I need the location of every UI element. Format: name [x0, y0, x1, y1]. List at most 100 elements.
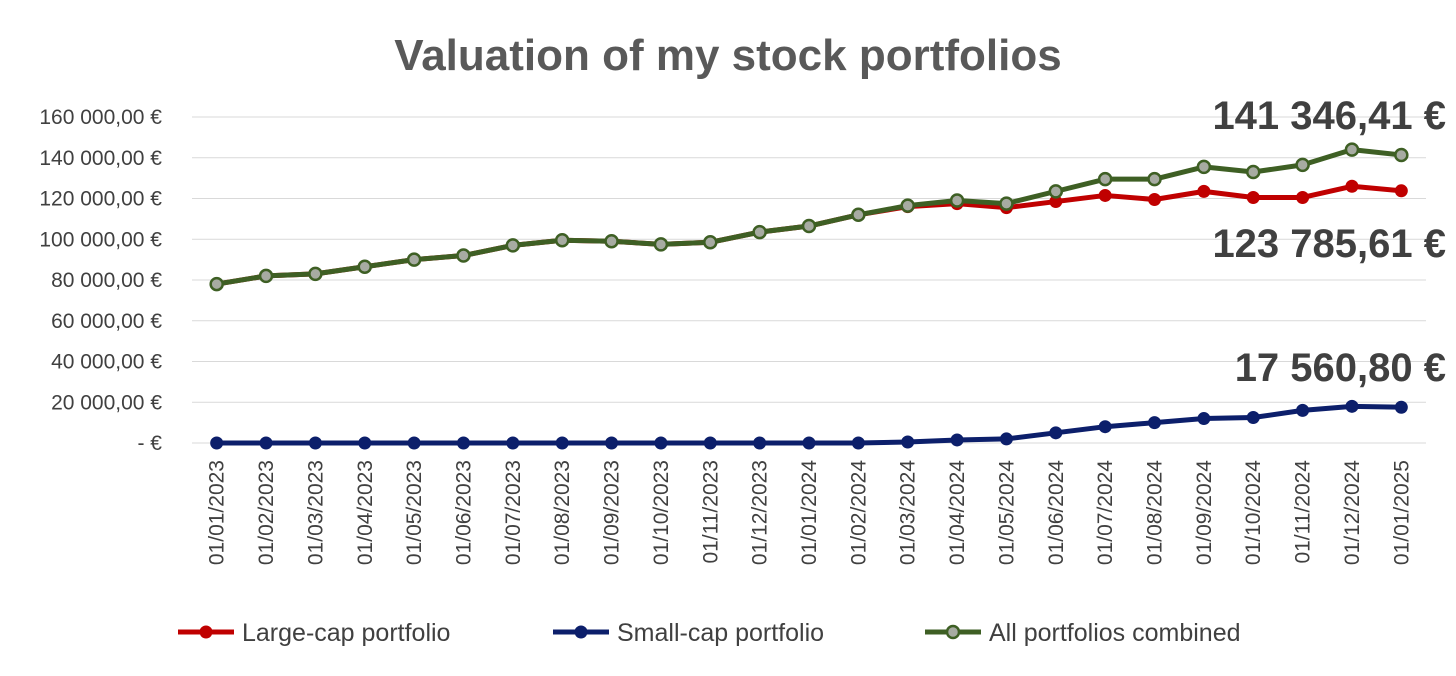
x-tick-label: 01/06/2023: [452, 460, 475, 565]
legend-label: Large-cap portfolio: [242, 619, 450, 647]
data-point: [1147, 171, 1162, 187]
data-point: [259, 436, 273, 450]
annotations: 141 346,41 € 123 785,61 € 17 560,80 €: [1212, 94, 1446, 390]
data-point: [505, 238, 521, 253]
data-point: [1345, 399, 1359, 413]
data-point: [1148, 416, 1162, 430]
data-point: [210, 436, 224, 450]
data-point: [407, 436, 421, 450]
y-tick-label: 20 000,00 €: [51, 391, 162, 414]
value-annotation: 141 346,41 €: [1212, 94, 1446, 138]
data-point: [456, 436, 470, 450]
y-tick-label: 160 000,00 €: [39, 106, 162, 129]
data-point: [1394, 184, 1408, 198]
x-tick-label: 01/03/2023: [304, 460, 327, 565]
data-point: [555, 436, 569, 450]
x-tick-label: 01/09/2023: [601, 460, 624, 565]
legend-label: All portfolios combined: [989, 619, 1241, 647]
data-point: [1197, 184, 1211, 198]
data-point: [1394, 400, 1408, 414]
gridlines: [192, 116, 1426, 444]
data-point: [1344, 142, 1360, 157]
legend-item: Large-cap portfolio: [178, 619, 450, 647]
data-point: [406, 252, 422, 267]
x-tick-label: 01/10/2024: [1242, 460, 1265, 565]
data-point: [308, 266, 323, 282]
data-point: [604, 234, 619, 249]
x-tick-label: 01/01/2024: [798, 460, 821, 565]
x-tick-label: 01/01/2025: [1390, 460, 1413, 565]
data-point: [1246, 190, 1260, 204]
x-tick-label: 01/04/2024: [946, 460, 969, 565]
data-point: [752, 224, 767, 240]
data-point: [456, 248, 471, 263]
data-point: [358, 436, 372, 450]
value-annotation: 17 560,80 €: [1235, 346, 1446, 390]
x-tick-label: 01/11/2024: [1292, 460, 1315, 564]
y-axis-ticks: - € 20 000,00 € 40 000,00 € 60 000,00 € 80 0…: [39, 106, 162, 455]
data-point: [1049, 426, 1063, 440]
x-tick-label: 01/07/2024: [1094, 460, 1117, 565]
chart-title: Valuation of my stock portfolios: [394, 31, 1061, 80]
x-tick-label: 01/02/2024: [847, 460, 870, 565]
data-point: [801, 218, 817, 234]
y-tick-label: 80 000,00 €: [51, 269, 162, 292]
data-point: [1148, 193, 1162, 207]
data-point: [802, 436, 816, 450]
legend: Large-cap portfolio Small-cap portfolio Al…: [178, 619, 1241, 647]
data-point: [1048, 184, 1064, 199]
x-tick-label: 01/10/2023: [650, 460, 673, 565]
data-point: [357, 259, 373, 275]
legend-item: All portfolios combined: [925, 619, 1241, 647]
y-tick-label: 100 000,00 €: [39, 228, 162, 251]
x-tick-label: 01/05/2024: [995, 460, 1018, 565]
data-point: [605, 436, 619, 450]
data-point: [851, 436, 865, 450]
data-point: [999, 196, 1014, 211]
data-point: [950, 433, 964, 447]
data-point: [1098, 420, 1112, 434]
data-point: [1246, 411, 1260, 425]
data-point: [1196, 159, 1212, 175]
data-point: [753, 436, 767, 450]
x-tick-label: 01/07/2023: [502, 460, 525, 565]
x-tick-label: 01/12/2023: [749, 460, 772, 565]
data-point: [1345, 179, 1359, 193]
x-tick-label: 01/06/2024: [1045, 460, 1068, 565]
data-point: [258, 268, 274, 284]
data-point: [901, 435, 915, 449]
data-point: [1296, 403, 1310, 417]
data-point: [1098, 188, 1112, 202]
x-tick-label: 01/02/2023: [255, 460, 278, 565]
data-point: [506, 436, 520, 450]
legend-swatch-marker: [945, 624, 961, 640]
x-tick-label: 01/12/2024: [1341, 460, 1364, 565]
x-tick-label: 01/03/2024: [897, 460, 920, 565]
x-tick-label: 01/08/2024: [1144, 460, 1167, 565]
series-1: [210, 399, 1408, 450]
legend-item: Small-cap portfolio: [553, 619, 824, 647]
data-point: [703, 235, 718, 250]
x-tick-label: 01/11/2023: [699, 460, 722, 564]
y-tick-label: 60 000,00 €: [51, 310, 162, 333]
data-point: [999, 432, 1013, 446]
legend-swatch-marker: [199, 625, 213, 639]
data-point: [1394, 147, 1409, 163]
y-tick-label: 120 000,00 €: [39, 188, 162, 211]
data-point: [1296, 190, 1310, 204]
data-point: [900, 198, 915, 213]
data-point: [554, 233, 570, 248]
value-annotation: 123 785,61 €: [1212, 222, 1446, 266]
x-tick-label: 01/04/2023: [354, 460, 377, 565]
x-tick-label: 01/09/2024: [1193, 460, 1216, 565]
series-2: [209, 142, 1409, 292]
y-tick-label: 140 000,00 €: [39, 147, 162, 170]
legend-label: Small-cap portfolio: [617, 619, 824, 647]
y-tick-label: 40 000,00 €: [51, 351, 162, 374]
data-point: [703, 436, 717, 450]
data-point: [1245, 164, 1261, 180]
series-lines: [209, 142, 1409, 450]
x-tick-label: 01/08/2023: [551, 460, 574, 565]
data-point: [949, 193, 965, 208]
